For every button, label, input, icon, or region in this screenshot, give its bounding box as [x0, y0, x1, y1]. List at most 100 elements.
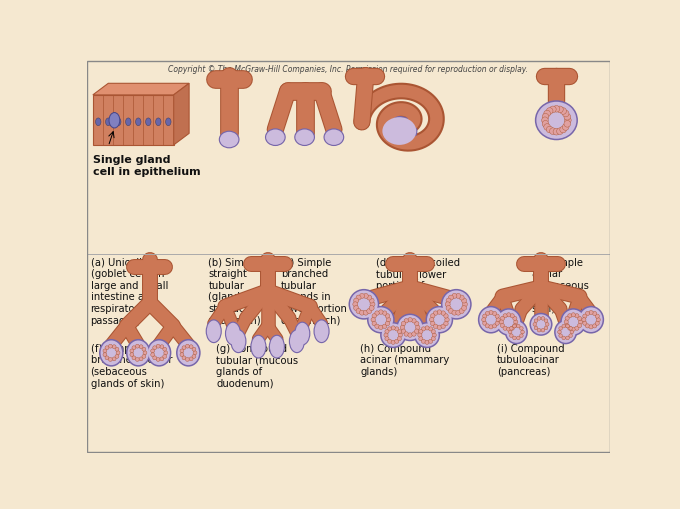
Ellipse shape: [426, 306, 453, 334]
Ellipse shape: [557, 129, 563, 135]
Ellipse shape: [452, 294, 457, 299]
Ellipse shape: [116, 119, 121, 126]
Ellipse shape: [448, 296, 454, 300]
Ellipse shape: [560, 108, 566, 115]
Ellipse shape: [108, 358, 112, 362]
Ellipse shape: [589, 311, 593, 315]
Ellipse shape: [153, 356, 156, 360]
Ellipse shape: [564, 118, 571, 124]
Ellipse shape: [375, 324, 379, 329]
Ellipse shape: [456, 294, 461, 299]
Ellipse shape: [148, 341, 170, 365]
Ellipse shape: [101, 341, 122, 365]
Ellipse shape: [496, 308, 522, 336]
Ellipse shape: [500, 324, 505, 328]
Text: (c) Simple
branched
tubular
(glands in
lower portion
of stomach): (c) Simple branched tubular (glands in l…: [281, 257, 347, 325]
Ellipse shape: [446, 298, 451, 303]
Ellipse shape: [105, 346, 109, 350]
Ellipse shape: [430, 322, 435, 326]
Ellipse shape: [568, 314, 572, 318]
Ellipse shape: [430, 314, 435, 319]
Ellipse shape: [384, 333, 388, 337]
Ellipse shape: [564, 320, 568, 324]
Ellipse shape: [592, 324, 597, 328]
Ellipse shape: [386, 322, 390, 326]
Ellipse shape: [554, 320, 577, 345]
Ellipse shape: [294, 322, 310, 346]
Ellipse shape: [520, 327, 523, 330]
Ellipse shape: [565, 324, 569, 328]
Ellipse shape: [496, 318, 500, 322]
Ellipse shape: [422, 340, 426, 344]
Ellipse shape: [192, 348, 196, 351]
Ellipse shape: [266, 130, 285, 146]
Ellipse shape: [534, 319, 538, 323]
Ellipse shape: [115, 355, 119, 359]
Ellipse shape: [386, 314, 390, 319]
Ellipse shape: [115, 348, 119, 351]
Ellipse shape: [546, 108, 553, 115]
Ellipse shape: [452, 310, 457, 316]
Ellipse shape: [353, 302, 358, 307]
Ellipse shape: [379, 325, 383, 330]
Polygon shape: [93, 84, 189, 96]
Ellipse shape: [445, 302, 450, 307]
Ellipse shape: [418, 333, 422, 337]
Ellipse shape: [182, 356, 186, 360]
Ellipse shape: [545, 323, 549, 326]
Ellipse shape: [401, 329, 406, 334]
Ellipse shape: [96, 119, 101, 126]
Ellipse shape: [270, 336, 284, 358]
Ellipse shape: [481, 318, 486, 322]
Ellipse shape: [295, 323, 309, 345]
Ellipse shape: [456, 310, 461, 316]
Text: (i) Compound
tubuloacinar
(pancreas): (i) Compound tubuloacinar (pancreas): [497, 343, 564, 376]
Ellipse shape: [544, 111, 550, 118]
Ellipse shape: [135, 119, 141, 126]
Ellipse shape: [348, 289, 379, 320]
Ellipse shape: [415, 324, 439, 347]
Ellipse shape: [126, 340, 150, 367]
Ellipse shape: [370, 302, 375, 307]
Polygon shape: [93, 96, 173, 146]
Ellipse shape: [186, 345, 189, 349]
Ellipse shape: [160, 357, 164, 361]
Ellipse shape: [415, 322, 419, 326]
Ellipse shape: [541, 329, 545, 332]
Ellipse shape: [495, 315, 499, 319]
Ellipse shape: [507, 327, 511, 331]
Text: (g) Compound
tubular (mucous
glands of
duodenum): (g) Compound tubular (mucous glands of d…: [216, 343, 299, 388]
Ellipse shape: [401, 322, 406, 326]
Ellipse shape: [444, 314, 448, 319]
Ellipse shape: [428, 340, 432, 344]
Ellipse shape: [556, 322, 576, 343]
Ellipse shape: [105, 356, 109, 360]
Ellipse shape: [398, 316, 422, 340]
Ellipse shape: [231, 331, 245, 352]
Ellipse shape: [564, 114, 571, 121]
Ellipse shape: [116, 351, 120, 355]
Ellipse shape: [441, 324, 445, 329]
Ellipse shape: [568, 326, 572, 331]
Ellipse shape: [160, 345, 164, 349]
Ellipse shape: [180, 349, 184, 353]
Text: Single gland
cell in epithelium: Single gland cell in epithelium: [93, 155, 201, 177]
Ellipse shape: [231, 330, 246, 353]
Ellipse shape: [560, 308, 586, 336]
Ellipse shape: [324, 130, 343, 146]
Ellipse shape: [139, 357, 143, 361]
Ellipse shape: [153, 346, 156, 350]
Ellipse shape: [592, 312, 597, 316]
Ellipse shape: [108, 345, 112, 349]
Ellipse shape: [507, 313, 511, 317]
Ellipse shape: [535, 101, 578, 141]
Ellipse shape: [549, 107, 556, 114]
Ellipse shape: [569, 327, 573, 330]
Ellipse shape: [182, 346, 186, 350]
Ellipse shape: [541, 317, 545, 321]
Ellipse shape: [571, 313, 575, 317]
Ellipse shape: [219, 131, 239, 149]
Ellipse shape: [589, 325, 593, 329]
Ellipse shape: [130, 349, 134, 353]
Ellipse shape: [391, 326, 395, 330]
